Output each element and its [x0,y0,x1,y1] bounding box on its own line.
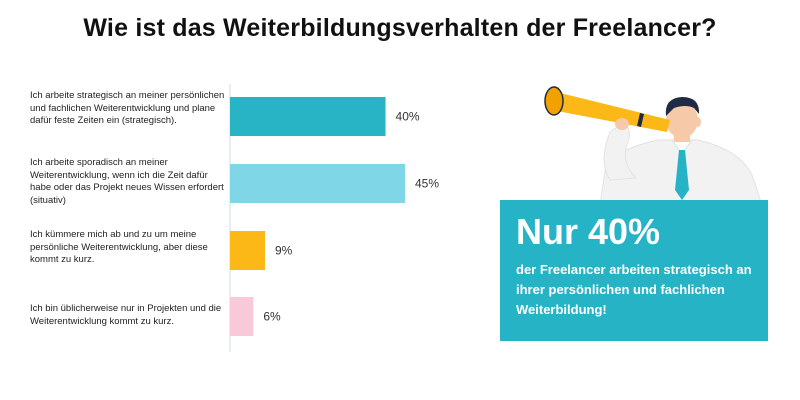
bar-4 [230,297,254,336]
tie-shape [675,150,689,200]
callout-box: Nur 40% der Freelancer arbeiten strategi… [500,200,768,341]
bar-label-1: Ich arbeite strategisch an meiner persön… [30,90,225,126]
bar-1 [230,97,386,136]
value-label-2: 45% [415,177,439,191]
callout-text: der Freelancer arbeiten strategisch an i… [516,262,752,317]
telescope-ring [637,113,644,127]
bar-label-3: Ich kümmere mich ab und zu um meine pers… [30,229,208,265]
value-label-3: 9% [275,244,293,258]
bar-3 [230,231,265,270]
bar-chart: 40% 45% 9% 6% [229,84,439,352]
page-title: Wie ist das Weiterbildungsverhalten der … [83,14,717,42]
bar-label-4: Ich bin üblicherweise nur in Projekten u… [30,303,222,327]
telescope-lens [544,86,564,116]
telescope-body [552,92,670,132]
ear-shape [695,117,701,127]
bar-label-2: Ich arbeite sporadisch an meiner Weitere… [30,157,224,206]
value-label-4: 6% [263,310,281,324]
head-shape [666,102,698,138]
callout-headline: Nur 40% [516,211,661,252]
hand-shape [615,118,629,130]
arm-shape [603,121,638,181]
bar-2 [230,164,405,203]
hair-shape [665,97,700,116]
value-label-1: 40% [396,110,420,124]
bars-group: 40% 45% 9% 6% [230,97,439,336]
person-with-telescope-icon [544,86,763,205]
